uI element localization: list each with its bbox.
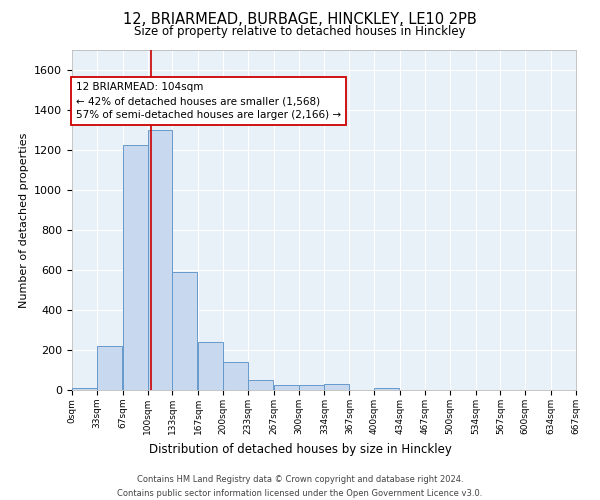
Bar [248, 380, 273, 390]
Bar [148, 130, 172, 390]
Bar [72, 388, 97, 390]
Text: Distribution of detached houses by size in Hinckley: Distribution of detached houses by size … [149, 442, 451, 456]
Text: Contains HM Land Registry data © Crown copyright and database right 2024.
Contai: Contains HM Land Registry data © Crown c… [118, 476, 482, 498]
Bar [374, 388, 399, 390]
Bar [172, 272, 197, 390]
Text: 12, BRIARMEAD, BURBAGE, HINCKLEY, LE10 2PB: 12, BRIARMEAD, BURBAGE, HINCKLEY, LE10 2… [123, 12, 477, 28]
Bar [325, 384, 349, 390]
Bar [274, 385, 299, 390]
Bar [122, 145, 148, 390]
Bar [97, 346, 122, 390]
Bar [299, 385, 323, 390]
Bar [223, 362, 248, 390]
Bar [198, 342, 223, 390]
Text: Size of property relative to detached houses in Hinckley: Size of property relative to detached ho… [134, 25, 466, 38]
Y-axis label: Number of detached properties: Number of detached properties [19, 132, 29, 308]
Text: 12 BRIARMEAD: 104sqm
← 42% of detached houses are smaller (1,568)
57% of semi-de: 12 BRIARMEAD: 104sqm ← 42% of detached h… [76, 82, 341, 120]
